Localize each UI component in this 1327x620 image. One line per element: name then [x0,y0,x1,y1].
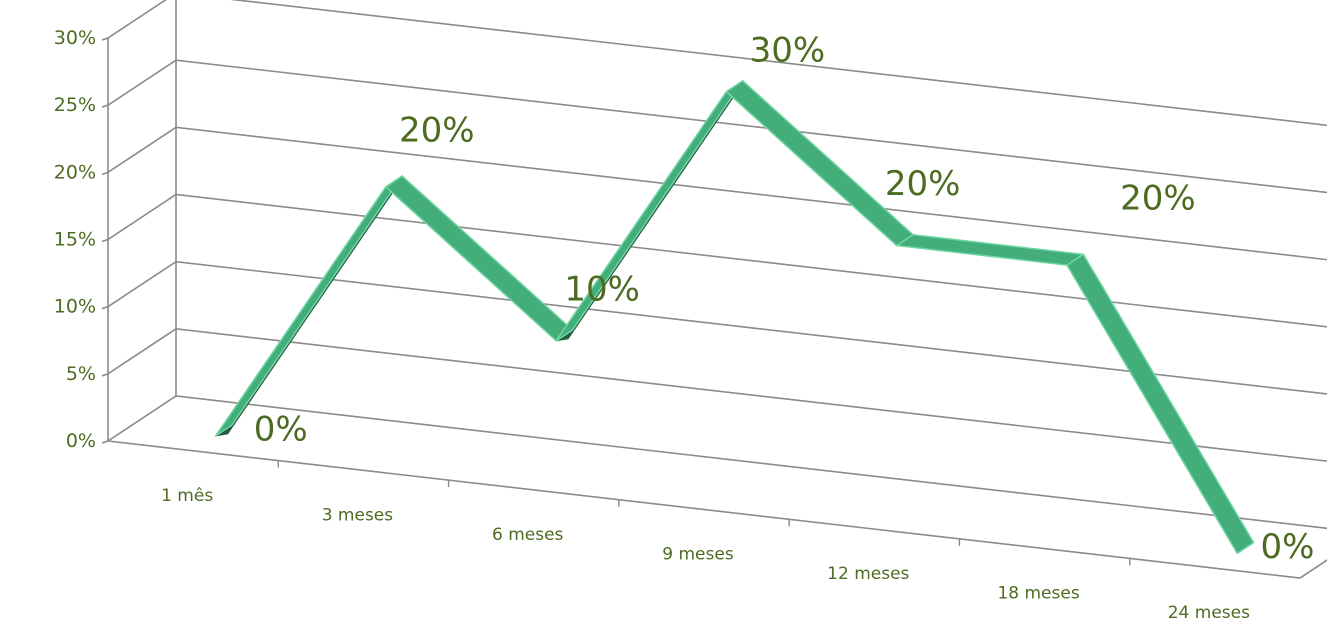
y-tick-label: 15% [54,229,96,251]
x-tick-label: 3 meses [322,505,394,525]
y-axis-tick-labels: 0% 5% 10% 15% 20% 25% 30% [54,27,96,452]
ribbon-segment [385,175,574,342]
x-tick-label: 9 meses [662,545,734,565]
data-label: 0% [1260,527,1314,567]
y-tick-mark [101,104,109,108]
data-ribbon [214,80,1255,555]
axes [101,0,1327,579]
x-tick-label: 24 meses [1168,603,1250,620]
gridline [107,0,1327,127]
ribbon-segment [214,175,403,437]
y-tick-mark [101,37,109,41]
y-tick-mark [101,238,109,243]
data-label: 20% [885,164,961,204]
data-label: 20% [399,110,475,150]
y-tick-mark [101,171,109,176]
ribbon-segment [895,234,1085,266]
data-labels: 0% 20% 10% 30% 20% 20% 0% [254,30,1315,567]
y-tick-label: 25% [54,94,96,116]
ribbon-segment [1066,253,1255,555]
y-tick-mark [101,373,109,377]
data-label: 0% [254,410,308,450]
x-tick-label: 1 mês [161,486,213,506]
x-axis-tick-labels: 1 mês 3 meses 6 meses 9 meses 12 meses 18 mes… [161,486,1250,620]
y-tick-mark [101,305,109,310]
y-tick-label: 10% [54,296,96,318]
x-tick-label: 12 meses [827,564,909,584]
y-tick-label: 5% [66,363,96,385]
data-label: 20% [1120,179,1196,219]
x-tick-label: 18 meses [997,584,1079,604]
x-tick-label: 6 meses [492,525,564,545]
y-tick-label: 30% [54,27,96,49]
y-tick-label: 0% [66,430,96,452]
floor-edge [107,440,1327,579]
gridline [107,59,1327,194]
y-tick-mark [101,440,109,444]
data-label: 10% [564,269,640,309]
gridlines [107,0,1327,530]
y-tick-label: 20% [54,161,96,183]
data-label: 30% [750,30,826,70]
